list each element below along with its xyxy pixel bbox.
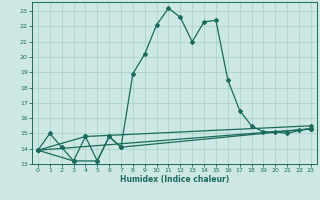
X-axis label: Humidex (Indice chaleur): Humidex (Indice chaleur) [120, 175, 229, 184]
